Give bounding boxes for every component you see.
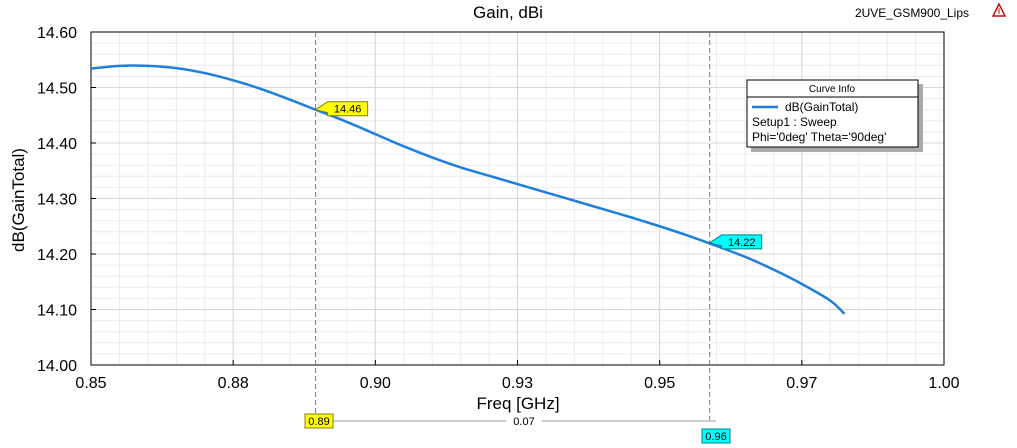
chart-title: Gain, dBi bbox=[473, 3, 543, 22]
legend-title: Curve Info bbox=[809, 84, 856, 95]
y-axis-label: dB(GainTotal) bbox=[9, 148, 28, 252]
delta-value-bg bbox=[506, 414, 542, 428]
y-tick-label: 14.30 bbox=[37, 192, 77, 209]
x-tick-label: 0.85 bbox=[75, 375, 106, 392]
y-tick-label: 14.60 bbox=[37, 25, 77, 42]
tick-labels: 0.85 0.88 0.90 0.93 0.95 0.97 1.00 14.00 14.10 14… bbox=[37, 25, 960, 392]
y-tick-label: 14.00 bbox=[37, 358, 77, 375]
series-line-gaintotal bbox=[90, 64, 846, 315]
y-tick-label: 14.50 bbox=[37, 81, 77, 98]
x-tick-label: 0.95 bbox=[644, 375, 675, 392]
legend-setup: Setup1 : Sweep bbox=[752, 115, 837, 129]
curve-info-legend[interactable]: Curve Info dB(GainTotal) Setup1 : Sweep … bbox=[746, 79, 923, 152]
x-tick-label: 1.00 bbox=[928, 375, 959, 392]
m1-freq-label: 0.89 bbox=[308, 416, 329, 428]
x-axis-label: Freq [GHz] bbox=[476, 394, 559, 413]
x-tick-label: 0.90 bbox=[360, 375, 391, 392]
y-tick-label: 14.40 bbox=[37, 136, 77, 153]
legend-params: Phi='0deg' Theta='90deg' bbox=[752, 130, 886, 144]
x-tick-label: 0.93 bbox=[502, 375, 533, 392]
m2-freq-flag bbox=[701, 428, 731, 444]
marker-flag-m1 bbox=[314, 101, 369, 117]
x-tick-label: 0.88 bbox=[218, 375, 249, 392]
marker-flags: 14.46 14.22 bbox=[314, 101, 763, 250]
grid-layer bbox=[90, 31, 945, 366]
y-tick-label: 14.10 bbox=[37, 303, 77, 320]
axis-layer bbox=[90, 31, 945, 366]
delta-value: 0.07 bbox=[513, 416, 534, 428]
marker-flag-m2 bbox=[708, 234, 763, 250]
x-tick-label: 0.97 bbox=[786, 375, 817, 392]
legend-box bbox=[746, 79, 919, 148]
project-name: 2UVE_GSM900_Lips bbox=[855, 6, 969, 20]
m1-freq-flag bbox=[304, 413, 334, 429]
marker-label-m1: 14.46 bbox=[334, 104, 362, 116]
marker-label-m2: 14.22 bbox=[728, 237, 756, 249]
m2-freq-label: 0.96 bbox=[705, 431, 726, 443]
ansys-logo-icon bbox=[991, 2, 1007, 17]
delta-bar: 0.07 0.89 0.96 bbox=[304, 413, 731, 444]
legend-trace: dB(GainTotal) bbox=[785, 100, 858, 114]
y-tick-label: 14.20 bbox=[37, 247, 77, 264]
marker-lines bbox=[315, 32, 711, 420]
